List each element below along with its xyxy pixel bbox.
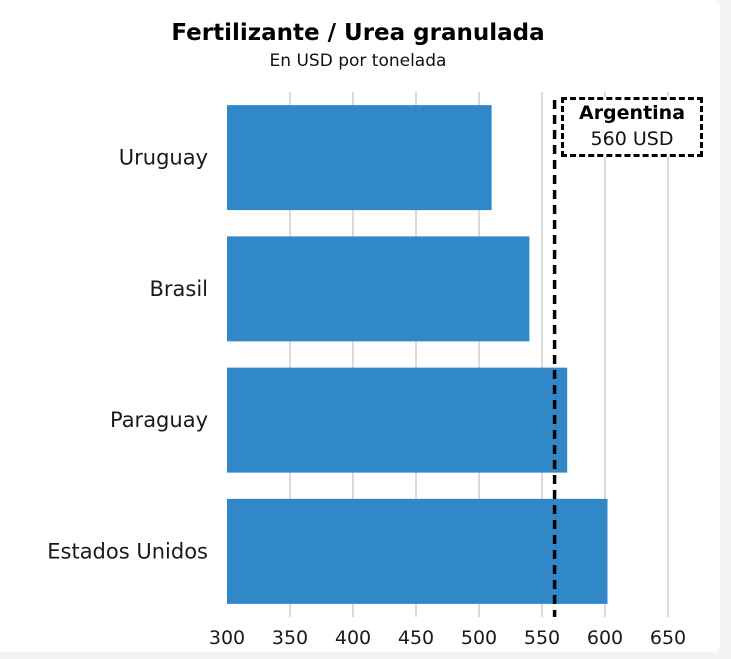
chart-subtitle: En USD por tonelada <box>269 51 447 71</box>
x-axis-ticks: 300 350 400 450 500 550 600 650 <box>209 627 686 649</box>
x-tick-label: 650 <box>650 627 686 649</box>
chart-card: Fertilizante / Urea granulada En USD por… <box>0 0 720 652</box>
x-tick-label: 400 <box>335 627 371 649</box>
x-tick-label: 300 <box>209 627 245 649</box>
bars <box>227 105 608 604</box>
reference-value-label: 560 USD <box>590 128 674 150</box>
x-tick-label: 500 <box>461 627 497 649</box>
category-labels: Uruguay Brasil Paraguay Estados Unidos <box>47 146 208 564</box>
bar-estados-unidos <box>227 498 608 604</box>
reference-label: Argentina <box>578 102 686 124</box>
x-tick-label: 450 <box>398 627 434 649</box>
x-tick-label: 600 <box>587 627 623 649</box>
bar-uruguay <box>227 105 492 211</box>
category-label: Paraguay <box>110 408 208 432</box>
reference-annotation: Argentina 560 USD <box>561 97 703 157</box>
category-label: Uruguay <box>119 146 208 170</box>
chart-title: Fertilizante / Urea granulada <box>171 20 545 46</box>
bar-paraguay <box>227 367 568 473</box>
category-label: Brasil <box>149 277 208 301</box>
x-tick-label: 350 <box>272 627 308 649</box>
x-tick-label: 550 <box>524 627 560 649</box>
bar-brasil <box>227 236 530 342</box>
category-label: Estados Unidos <box>47 539 208 563</box>
